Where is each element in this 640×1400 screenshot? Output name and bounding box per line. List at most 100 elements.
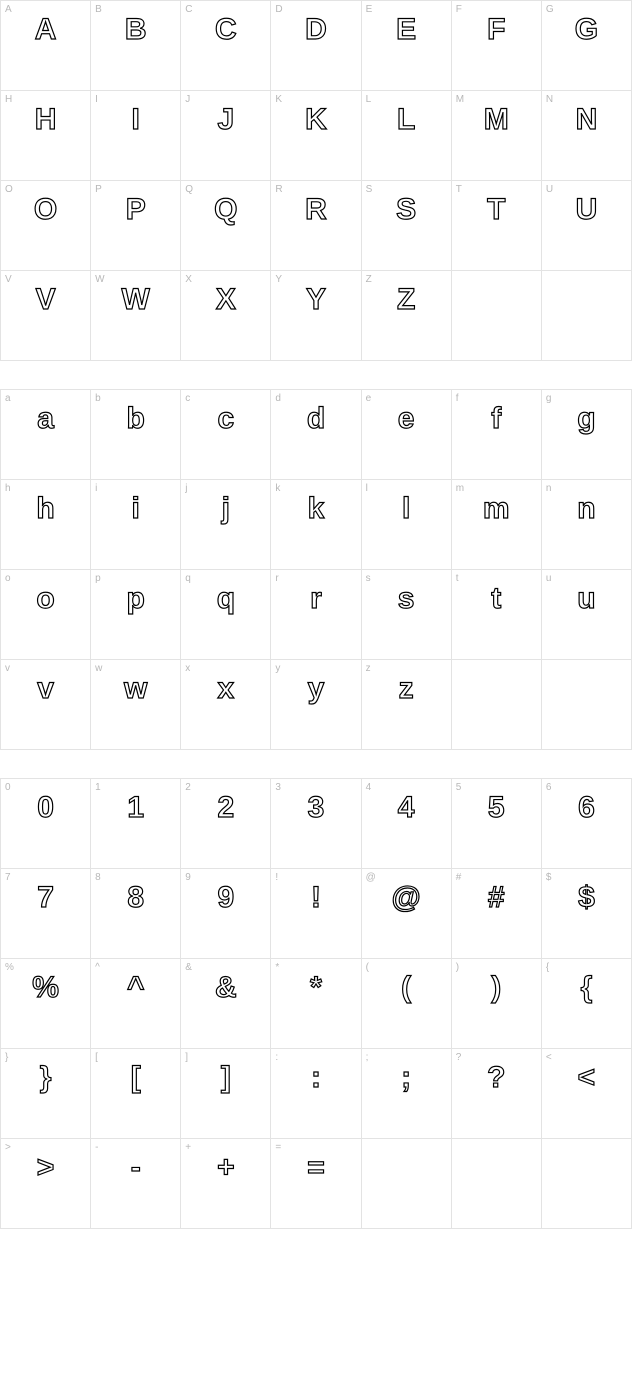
glyph: a xyxy=(1,404,90,434)
glyph-cell xyxy=(542,271,632,361)
glyph: Z xyxy=(362,285,451,315)
glyph-cell: kk xyxy=(271,480,361,570)
glyph-cell: SS xyxy=(362,181,452,271)
glyph: G xyxy=(542,15,631,45)
glyph: k xyxy=(271,494,360,524)
cell-label: c xyxy=(185,393,190,404)
glyph: R xyxy=(271,195,360,225)
glyph: u xyxy=(542,584,631,614)
glyph-cell: RR xyxy=(271,181,361,271)
cell-label: + xyxy=(185,1142,191,1153)
glyph-cell: 88 xyxy=(91,869,181,959)
cell-label: F xyxy=(456,4,462,15)
cell-label: t xyxy=(456,573,459,584)
glyph-cell: NN xyxy=(542,91,632,181)
glyph: B xyxy=(91,15,180,45)
glyph-cell: GG xyxy=(542,1,632,91)
cell-label: > xyxy=(5,1142,11,1153)
cell-label: 2 xyxy=(185,782,191,793)
cell-label: ] xyxy=(185,1052,188,1063)
cell-label: [ xyxy=(95,1052,98,1063)
glyph-cell: AA xyxy=(1,1,91,91)
glyph-cell: JJ xyxy=(181,91,271,181)
glyph-cell: II xyxy=(91,91,181,181)
glyph: + xyxy=(181,1153,270,1183)
cell-label: ^ xyxy=(95,962,100,973)
cell-label: = xyxy=(275,1142,281,1153)
cell-label: l xyxy=(366,483,368,494)
glyph: > xyxy=(1,1153,90,1183)
glyph-cell: 11 xyxy=(91,779,181,869)
glyph-cell: 00 xyxy=(1,779,91,869)
glyph: I xyxy=(91,105,180,135)
glyph-cell: dd xyxy=(271,390,361,480)
cell-label: H xyxy=(5,94,12,105)
glyph-cell: ^^ xyxy=(91,959,181,1049)
glyph-cell: nn xyxy=(542,480,632,570)
cell-label: D xyxy=(275,4,282,15)
glyph: @ xyxy=(362,883,451,913)
cell-label: z xyxy=(366,663,371,674)
cell-label: n xyxy=(546,483,552,494)
glyph-cell: bb xyxy=(91,390,181,480)
glyph: f xyxy=(452,404,541,434)
cell-label: u xyxy=(546,573,552,584)
cell-label: A xyxy=(5,4,12,15)
glyph-cell: << xyxy=(542,1049,632,1139)
cell-label: ( xyxy=(366,962,369,973)
cell-label: - xyxy=(95,1142,98,1153)
cell-label: U xyxy=(546,184,553,195)
glyph-cell: hh xyxy=(1,480,91,570)
glyph-cell: @@ xyxy=(362,869,452,959)
glyph: s xyxy=(362,584,451,614)
glyph-cell xyxy=(362,1139,452,1229)
cell-label: Z xyxy=(366,274,372,285)
glyph-cell: ?? xyxy=(452,1049,542,1139)
glyph-cell: >> xyxy=(1,1139,91,1229)
glyph: 8 xyxy=(91,883,180,913)
glyph: o xyxy=(1,584,90,614)
cell-label: P xyxy=(95,184,102,195)
cell-label: Y xyxy=(275,274,282,285)
cell-label: w xyxy=(95,663,102,674)
glyph-cell: == xyxy=(271,1139,361,1229)
glyph: c xyxy=(181,404,270,434)
glyph: x xyxy=(181,674,270,704)
glyph-cell: FF xyxy=(452,1,542,91)
cell-label: S xyxy=(366,184,373,195)
glyph-cell: 33 xyxy=(271,779,361,869)
glyph: ; xyxy=(362,1063,451,1093)
glyph: 5 xyxy=(452,793,541,823)
cell-label: a xyxy=(5,393,11,404)
cell-label: : xyxy=(275,1052,278,1063)
glyph: ^ xyxy=(91,973,180,1003)
cell-label: X xyxy=(185,274,192,285)
cell-label: } xyxy=(5,1052,8,1063)
cell-label: 6 xyxy=(546,782,552,793)
glyph-cell xyxy=(452,660,542,750)
glyph: F xyxy=(452,15,541,45)
glyph-cell: YY xyxy=(271,271,361,361)
glyph: U xyxy=(542,195,631,225)
cell-label: Q xyxy=(185,184,193,195)
glyph-cell: jj xyxy=(181,480,271,570)
glyph: - xyxy=(91,1153,180,1183)
cell-label: 9 xyxy=(185,872,191,883)
cell-label: 0 xyxy=(5,782,11,793)
glyph-cell: ss xyxy=(362,570,452,660)
glyph: l xyxy=(362,494,451,524)
glyph-cell: CC xyxy=(181,1,271,91)
glyph-cell: 66 xyxy=(542,779,632,869)
cell-label: T xyxy=(456,184,462,195)
cell-label: @ xyxy=(366,872,376,883)
cell-label: E xyxy=(366,4,373,15)
glyph: 2 xyxy=(181,793,270,823)
glyph: Q xyxy=(181,195,270,225)
glyph: 9 xyxy=(181,883,270,913)
glyph: w xyxy=(91,674,180,704)
glyph: M xyxy=(452,105,541,135)
cell-label: I xyxy=(95,94,98,105)
cell-label: ? xyxy=(456,1052,462,1063)
glyph: & xyxy=(181,973,270,1003)
glyph: E xyxy=(362,15,451,45)
